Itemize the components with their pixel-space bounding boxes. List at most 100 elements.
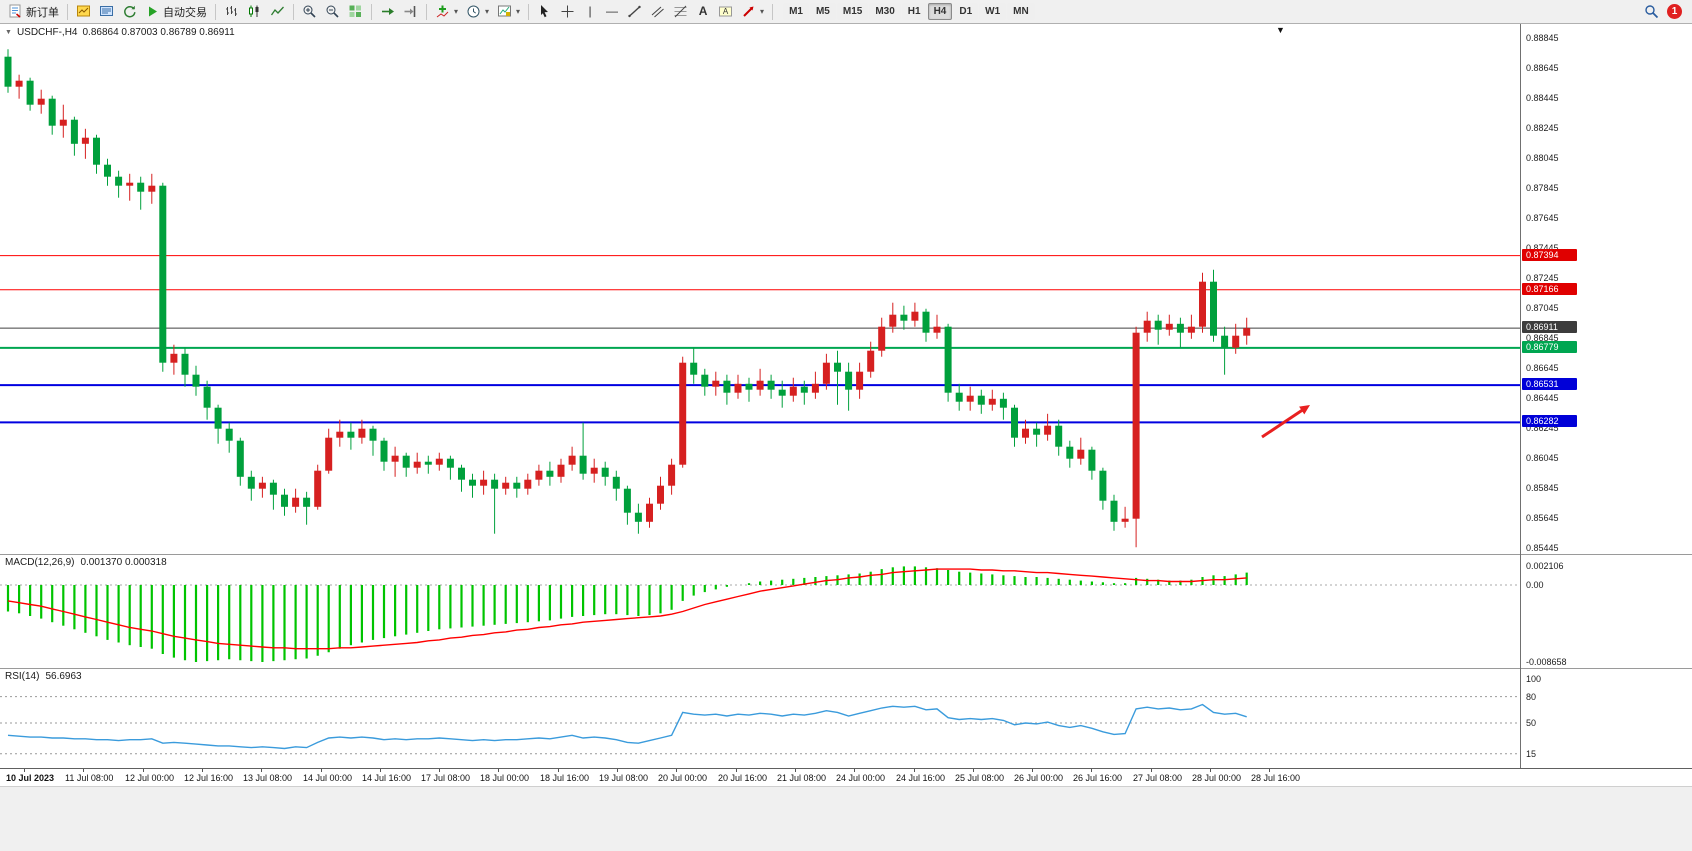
rsi-axis[interactable]: 100 80 50 15 <box>1521 669 1691 768</box>
axis-divider <box>1520 24 1521 768</box>
time-axis-tick <box>1269 769 1270 772</box>
tab-timeframe-H4[interactable]: H4 <box>927 3 953 20</box>
tab-timeframe-MN[interactable]: MN <box>1007 3 1035 20</box>
profiles-button[interactable] <box>95 2 118 22</box>
chart-shift-icon <box>404 6 416 17</box>
cursor-icon <box>541 5 549 18</box>
price-axis-label: 0.88845 <box>1526 33 1559 43</box>
autotrading-play-icon <box>149 6 157 17</box>
text-label-button[interactable]: A <box>714 2 737 22</box>
chart-shift-button[interactable] <box>399 2 422 22</box>
macd-panel[interactable]: MACD(12,26,9) 0.001370 0.000318 0.002106… <box>0 554 1692 668</box>
time-axis-label: 12 Jul 16:00 <box>184 773 234 783</box>
autotrading-button[interactable]: 自动交易 <box>141 2 211 22</box>
tab-timeframe-W1[interactable]: W1 <box>979 3 1007 20</box>
periods-button[interactable]: ▾ <box>462 2 493 22</box>
new-order-icon <box>9 4 21 18</box>
arrow-annotation[interactable] <box>1261 405 1310 439</box>
notification-badge[interactable]: 1 <box>1667 4 1682 19</box>
macd-histogram <box>6 566 1248 662</box>
candlestick-chart[interactable] <box>0 24 1520 554</box>
new-chart-button[interactable] <box>72 2 95 22</box>
new-order-label: 新订单 <box>26 6 59 19</box>
vertical-line-button[interactable]: | <box>579 2 601 22</box>
macd-axis-label: 0.002106 <box>1526 561 1564 572</box>
crosshair-button[interactable] <box>556 2 579 22</box>
rsi-panel[interactable]: RSI(14) 56.6963 100 80 50 15 <box>0 668 1692 768</box>
bottom-strip <box>0 786 1692 851</box>
horizontal-line-button[interactable]: — <box>601 2 623 22</box>
toolbar-right: 1 <box>1644 4 1688 19</box>
line-chart-button[interactable] <box>266 2 289 22</box>
price-axis-label: 0.86245 <box>1526 423 1559 433</box>
macd-chart[interactable] <box>0 555 1520 668</box>
time-axis-label: 14 Jul 16:00 <box>362 773 412 783</box>
tile-windows-button[interactable] <box>344 2 367 22</box>
refresh-button[interactable] <box>118 2 141 22</box>
time-axis[interactable]: 10 Jul 2023 11 Jul 08:00 12 Jul 00:00 12 Ju… <box>0 768 1692 786</box>
search-icon[interactable] <box>1644 4 1659 19</box>
tab-timeframe-M15[interactable]: M15 <box>836 3 869 20</box>
channel-button[interactable] <box>646 2 669 22</box>
candlestick-chart-button[interactable] <box>243 2 266 22</box>
rsi-axis-label: 15 <box>1526 748 1537 759</box>
tile-windows-icon <box>349 5 361 17</box>
collapse-arrow-icon[interactable]: ▼ <box>5 29 12 36</box>
chart-title: ▼ USDCHF-,H4 0.86864 0.87003 0.86789 0.8… <box>5 27 235 38</box>
chart-context-arrow-icon[interactable]: ▼ <box>1276 25 1285 35</box>
time-axis-tick <box>498 769 499 772</box>
price-chart-panel[interactable]: ▼ USDCHF-,H4 0.86864 0.87003 0.86789 0.8… <box>0 24 1692 554</box>
time-axis-label: 12 Jul 00:00 <box>125 773 175 783</box>
indicators-button[interactable]: ▾ <box>431 2 462 22</box>
bar-chart-button[interactable] <box>220 2 243 22</box>
tab-timeframe-M30[interactable]: M30 <box>869 3 901 20</box>
zoom-out-icon <box>326 5 339 18</box>
arrows-button[interactable]: ▾ <box>737 2 768 22</box>
price-axis-label: 0.88645 <box>1526 63 1559 73</box>
price-level-badge: 0.86531 <box>1522 378 1577 391</box>
time-axis-label: 13 Jul 08:00 <box>243 773 293 783</box>
time-axis-tick <box>1032 769 1033 772</box>
new-order-button[interactable]: 新订单 <box>4 2 63 22</box>
price-axis-label: 0.86845 <box>1526 333 1559 343</box>
zoom-in-button[interactable] <box>298 2 321 22</box>
templates-icon <box>498 5 512 17</box>
toolbar-separator <box>293 3 294 20</box>
price-axis-label: 0.87445 <box>1526 243 1559 253</box>
text-button[interactable]: A <box>692 2 714 22</box>
price-axis-label: 0.88445 <box>1526 93 1559 103</box>
macd-axis-label: -0.008658 <box>1526 656 1567 667</box>
trendline-button[interactable] <box>623 2 646 22</box>
rsi-chart[interactable] <box>0 669 1520 768</box>
templates-button[interactable]: ▾ <box>493 2 524 22</box>
time-axis-tick <box>380 769 381 772</box>
macd-axis[interactable]: 0.002106 0.00 -0.008658 <box>1521 555 1691 668</box>
time-axis-label: 27 Jul 08:00 <box>1133 773 1183 783</box>
vertical-line-icon: | <box>588 4 592 18</box>
zoom-out-button[interactable] <box>321 2 344 22</box>
text-icon: A <box>698 4 708 18</box>
chart-ohlc-values: 0.86864 0.87003 0.86789 0.86911 <box>82 27 235 38</box>
cursor-button[interactable] <box>533 2 556 22</box>
time-axis-label: 20 Jul 00:00 <box>658 773 708 783</box>
tab-timeframe-M1[interactable]: M1 <box>783 3 809 20</box>
tab-timeframe-H1[interactable]: H1 <box>901 3 927 20</box>
chart-symbol-period: USDCHF-,H4 <box>16 27 78 38</box>
tab-timeframe-D1[interactable]: D1 <box>953 3 979 20</box>
timeframe-group: M1 M5 M15 M30 H1 H4 D1 W1 MN <box>783 3 1035 20</box>
horizontal-level-lines[interactable] <box>0 255 1520 424</box>
price-level-badge: 0.86282 <box>1522 415 1577 428</box>
auto-scroll-button[interactable] <box>376 2 399 22</box>
time-axis-tick <box>321 769 322 772</box>
crosshair-icon <box>561 5 574 18</box>
line-chart-icon <box>270 6 284 16</box>
zoom-in-icon <box>303 5 316 18</box>
macd-indicator-name: MACD(12,26,9) <box>5 557 75 568</box>
time-axis-label: 20 Jul 16:00 <box>718 773 768 783</box>
fibonacci-button[interactable] <box>669 2 692 22</box>
time-axis-tick <box>795 769 796 772</box>
price-axis[interactable]: 0.88845 0.88645 0.88445 0.88245 0.88045 0.878… <box>1521 24 1691 554</box>
price-axis-label: 0.86445 <box>1526 393 1559 403</box>
price-axis-label: 0.88245 <box>1526 123 1559 133</box>
tab-timeframe-M5[interactable]: M5 <box>809 3 836 20</box>
